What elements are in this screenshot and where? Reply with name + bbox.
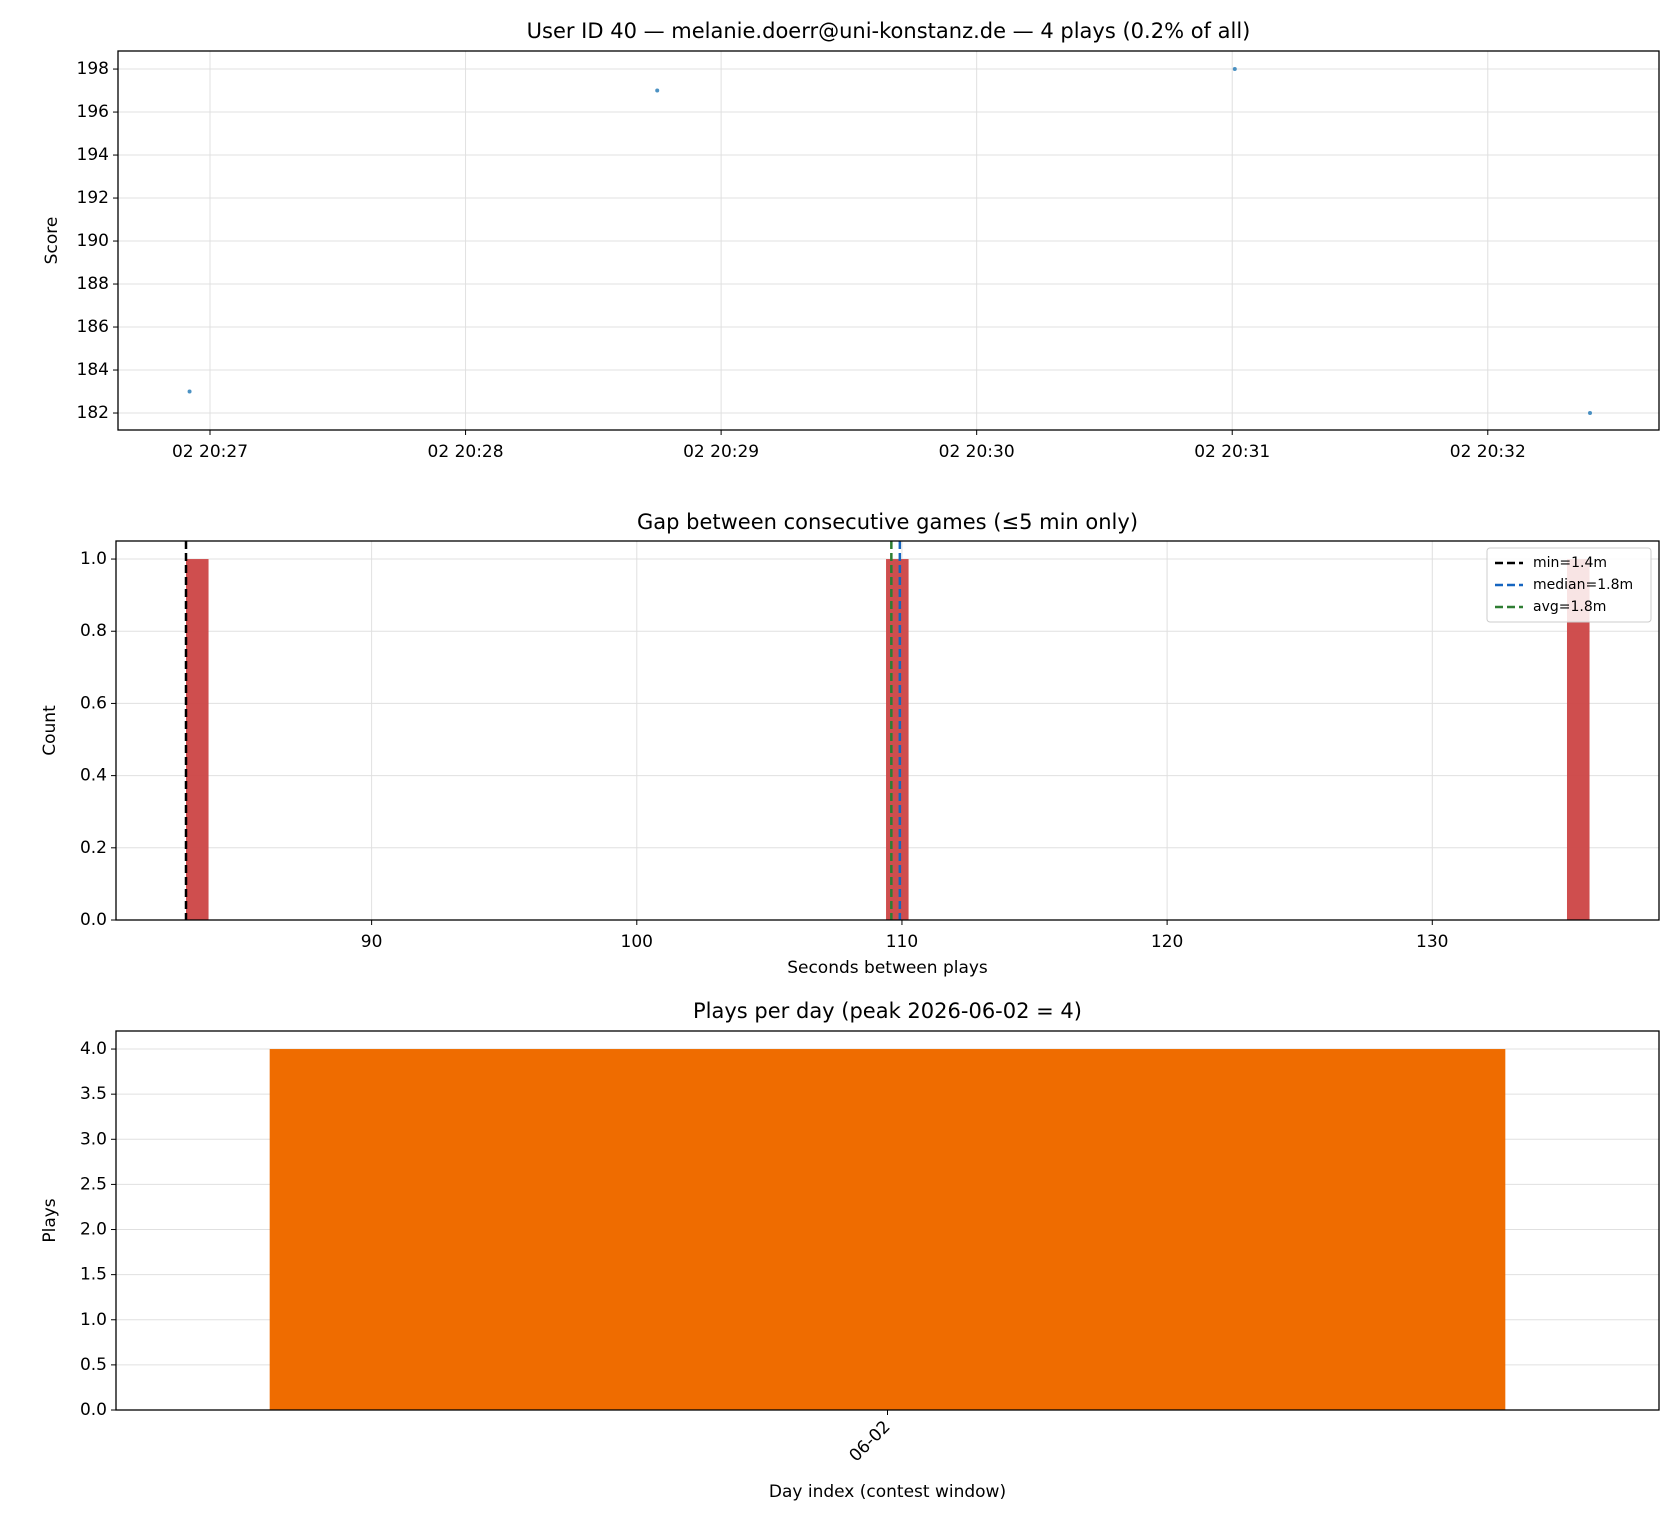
- y-tick-label: 196: [77, 102, 109, 122]
- plot-frame: [117, 50, 1660, 431]
- y-tick-label: 4.0: [80, 1039, 107, 1059]
- legend-label: avg=1.8m: [1533, 599, 1606, 615]
- x-tick-label: 90: [361, 932, 383, 952]
- y-tick-label: 188: [77, 274, 109, 294]
- point: [1232, 67, 1237, 72]
- x-tick-label: 02 20:28: [428, 442, 504, 462]
- point: [1588, 411, 1592, 416]
- y-tick-label: 194: [77, 145, 109, 165]
- x-tick-label: 02 20:32: [1450, 442, 1526, 462]
- x-axis-label: Day index (contest window): [769, 1482, 1006, 1502]
- chart-title: User ID 40 — melanie.doerr@uni-konstanz.…: [527, 19, 1251, 43]
- x-tick-label: 02 20:30: [939, 442, 1015, 462]
- hist-bar: [886, 559, 909, 920]
- legend-label: median=1.8m: [1533, 577, 1633, 593]
- bar: [269, 1049, 1506, 1410]
- y-tick-label: 3.0: [80, 1129, 107, 1149]
- y-tick-label: 190: [77, 231, 109, 251]
- y-axis-label: Count: [40, 705, 60, 756]
- y-tick-label: 1.5: [80, 1265, 107, 1285]
- y-tick-label: 0.0: [80, 910, 107, 930]
- y-tick-label: 0.8: [80, 621, 107, 641]
- y-tick-label: 198: [77, 59, 109, 79]
- legend-box: [1486, 547, 1652, 623]
- x-tick-label: 02 20:31: [1194, 442, 1270, 462]
- x-tick-label: 02 20:29: [683, 442, 759, 462]
- x-axis-label: Seconds between plays: [787, 958, 988, 978]
- point: [655, 88, 660, 93]
- x-tick-label: 06-02: [845, 1417, 894, 1466]
- y-tick-label: 192: [77, 188, 109, 208]
- x-tick-label: 120: [1151, 932, 1183, 952]
- y-axis-label: Score: [42, 217, 62, 265]
- x-tick-label: 02 20:27: [172, 442, 248, 462]
- y-tick-label: 0.0: [80, 1400, 107, 1420]
- x-tick-label: 100: [621, 932, 653, 952]
- y-tick-label: 0.4: [80, 766, 107, 786]
- point: [187, 389, 192, 394]
- y-tick-label: 186: [77, 317, 109, 337]
- y-tick-label: 182: [77, 403, 109, 423]
- legend-label: min=1.4m: [1533, 555, 1607, 571]
- y-tick-label: 184: [77, 360, 109, 380]
- chart-title: Plays per day (peak 2026-06-02 = 4): [693, 999, 1082, 1023]
- legend: min=1.4m median=1.8m avg=1.8m: [1486, 547, 1652, 623]
- y-tick-label: 0.6: [80, 693, 107, 713]
- y-axis-label: Plays: [40, 1198, 60, 1242]
- y-tick-label: 2.5: [80, 1174, 107, 1194]
- plot-frame: [115, 1030, 1660, 1411]
- y-tick-label: 1.0: [80, 549, 107, 569]
- y-tick-label: 3.5: [80, 1084, 107, 1104]
- x-tick-label: 110: [886, 932, 918, 952]
- plot-frame: [115, 540, 1660, 921]
- y-tick-label: 0.5: [80, 1355, 107, 1375]
- x-tick-label: 130: [1416, 932, 1448, 952]
- hist-bar: [186, 559, 209, 920]
- y-tick-label: 1.0: [80, 1310, 107, 1330]
- hist-bar: [1566, 559, 1590, 920]
- y-tick-label: 2.0: [80, 1220, 107, 1240]
- y-tick-label: 0.2: [80, 838, 107, 858]
- chart-title: Gap between consecutive games (≤5 min on…: [637, 510, 1138, 534]
